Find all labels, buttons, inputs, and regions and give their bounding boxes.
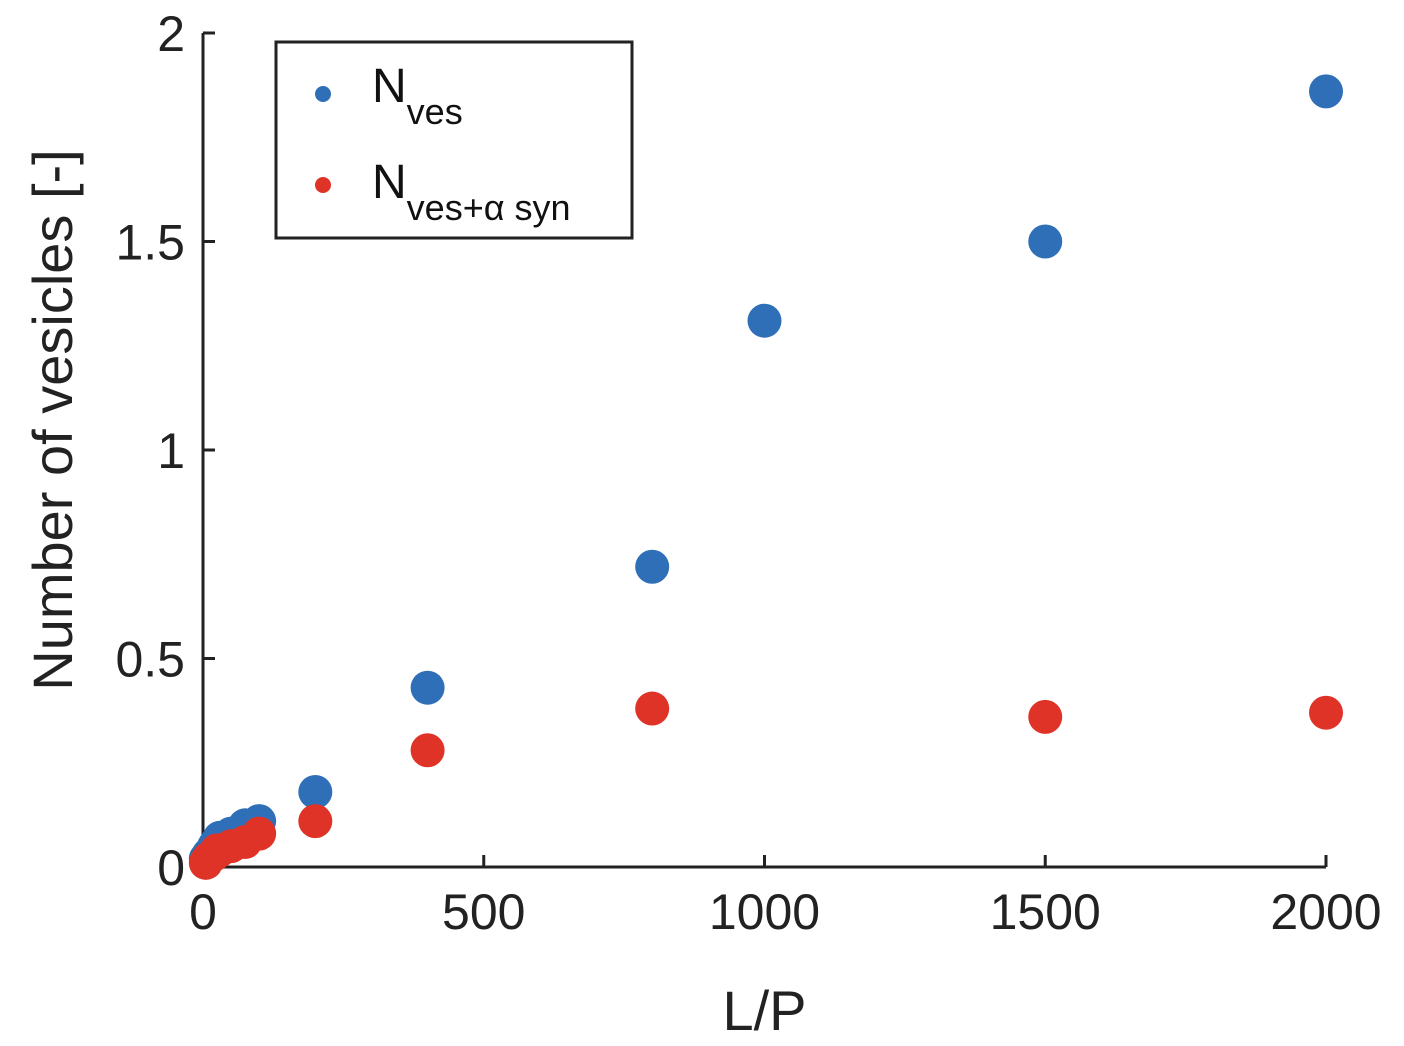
data-point-nves (635, 549, 670, 584)
legend-label-nves-asyn: Nves+α syn (372, 156, 571, 228)
data-point-nves-asyn (410, 733, 445, 768)
data-point-nves (1309, 74, 1343, 109)
data-point-nves-asyn (298, 804, 333, 839)
legend-label-nves-sub: ves (407, 91, 463, 132)
ticks: 0 500 1000 1500 2000 0 0.5 1 1.5 2 (115, 6, 1381, 940)
y-tick-label: 0.5 (115, 632, 185, 688)
legend-marker-nves (315, 86, 331, 102)
legend-label-nves-asyn-sub: ves+α syn (407, 187, 571, 228)
y-tick-label: 1 (157, 423, 185, 479)
x-tick-label: 500 (442, 884, 525, 940)
y-tick-label: 2 (157, 6, 185, 62)
data-points (188, 74, 1343, 880)
data-point-nves-asyn (242, 816, 277, 851)
legend-label-nves-main: N (372, 60, 407, 113)
y-tick-label: 1.5 (115, 215, 185, 271)
data-point-nves (410, 670, 445, 705)
x-tick-label: 2000 (1270, 884, 1381, 940)
y-tick-label: 0 (157, 840, 185, 896)
data-point-nves (1028, 224, 1063, 259)
legend-box (274, 40, 634, 240)
legend-marker-nves-asyn (315, 177, 331, 193)
x-tick-label: 0 (189, 884, 217, 940)
y-axis-title: Number of vesicles [-] (21, 149, 84, 691)
legend-label-nves-asyn-main: N (372, 156, 407, 209)
data-point-nves-asyn (635, 691, 670, 726)
legend: Nves Nves+α syn (274, 40, 634, 240)
x-tick-label: 1000 (709, 884, 820, 940)
data-point-nves (747, 303, 782, 338)
x-tick-label: 1500 (990, 884, 1101, 940)
data-point-nves-asyn (1309, 695, 1343, 730)
data-point-nves (298, 774, 333, 809)
legend-label-nves: Nves (372, 60, 463, 132)
data-point-nves-asyn (1028, 699, 1063, 734)
x-axis-title: L/P (722, 979, 806, 1042)
